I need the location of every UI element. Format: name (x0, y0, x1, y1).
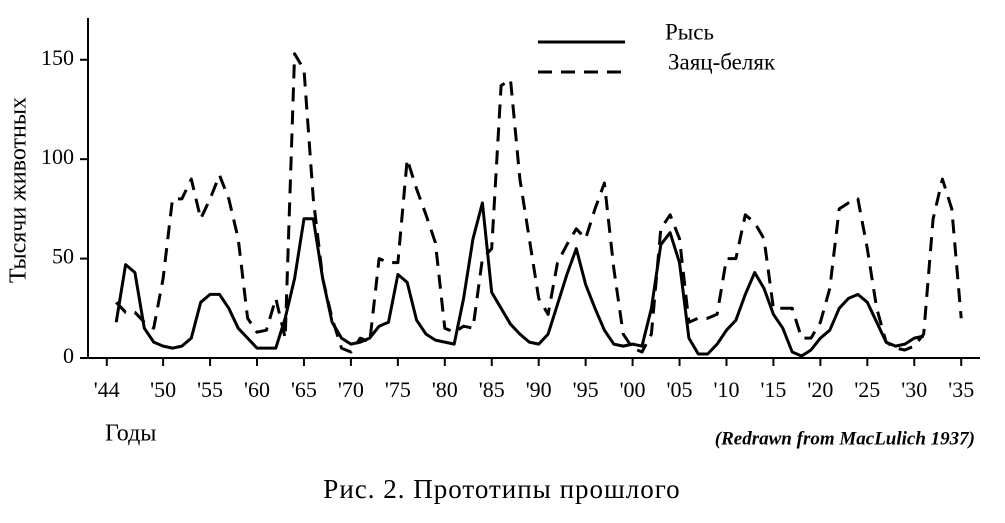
x-tick-label: '75 (385, 377, 411, 402)
x-tick-label: '70 (338, 377, 364, 402)
series-line (115, 52, 963, 354)
annotation: (Redrawn from MacLulich 1937) (715, 428, 975, 449)
x-tick-label: '65 (291, 377, 317, 402)
x-tick-label: '95 (573, 377, 599, 402)
y-axis-label: Тысячи животных (6, 97, 32, 283)
y-tick-label: 150 (41, 45, 74, 70)
x-tick-label: '15 (760, 377, 786, 402)
caption: Рис. 2. Прототипы прошлого (323, 474, 680, 504)
x-tick-label: '35 (948, 377, 974, 402)
legend-label: Заяц-беляк (668, 49, 776, 74)
x-tick-label: '10 (713, 377, 739, 402)
x-tick-label: '55 (197, 377, 223, 402)
x-tick-label: '30 (901, 377, 927, 402)
x-tick-label: '85 (479, 377, 505, 402)
y-tick-label: 100 (41, 144, 74, 169)
x-tick-label: '44 (94, 377, 120, 402)
x-tick-label: '00 (620, 377, 646, 402)
y-tick-label: 0 (63, 343, 74, 368)
x-tick-label: '90 (526, 377, 552, 402)
series-line (114, 201, 925, 358)
x-tick-label: '25 (854, 377, 880, 402)
x-tick-label: '05 (667, 377, 693, 402)
x-axis-label: Годы (105, 421, 156, 447)
x-tick-label: '80 (432, 377, 458, 402)
x-tick-label: '50 (150, 377, 176, 402)
x-tick-label: '20 (807, 377, 833, 402)
y-tick-label: 50 (52, 244, 74, 269)
x-tick-label: '60 (244, 377, 270, 402)
legend-label: Рысь (665, 19, 714, 44)
